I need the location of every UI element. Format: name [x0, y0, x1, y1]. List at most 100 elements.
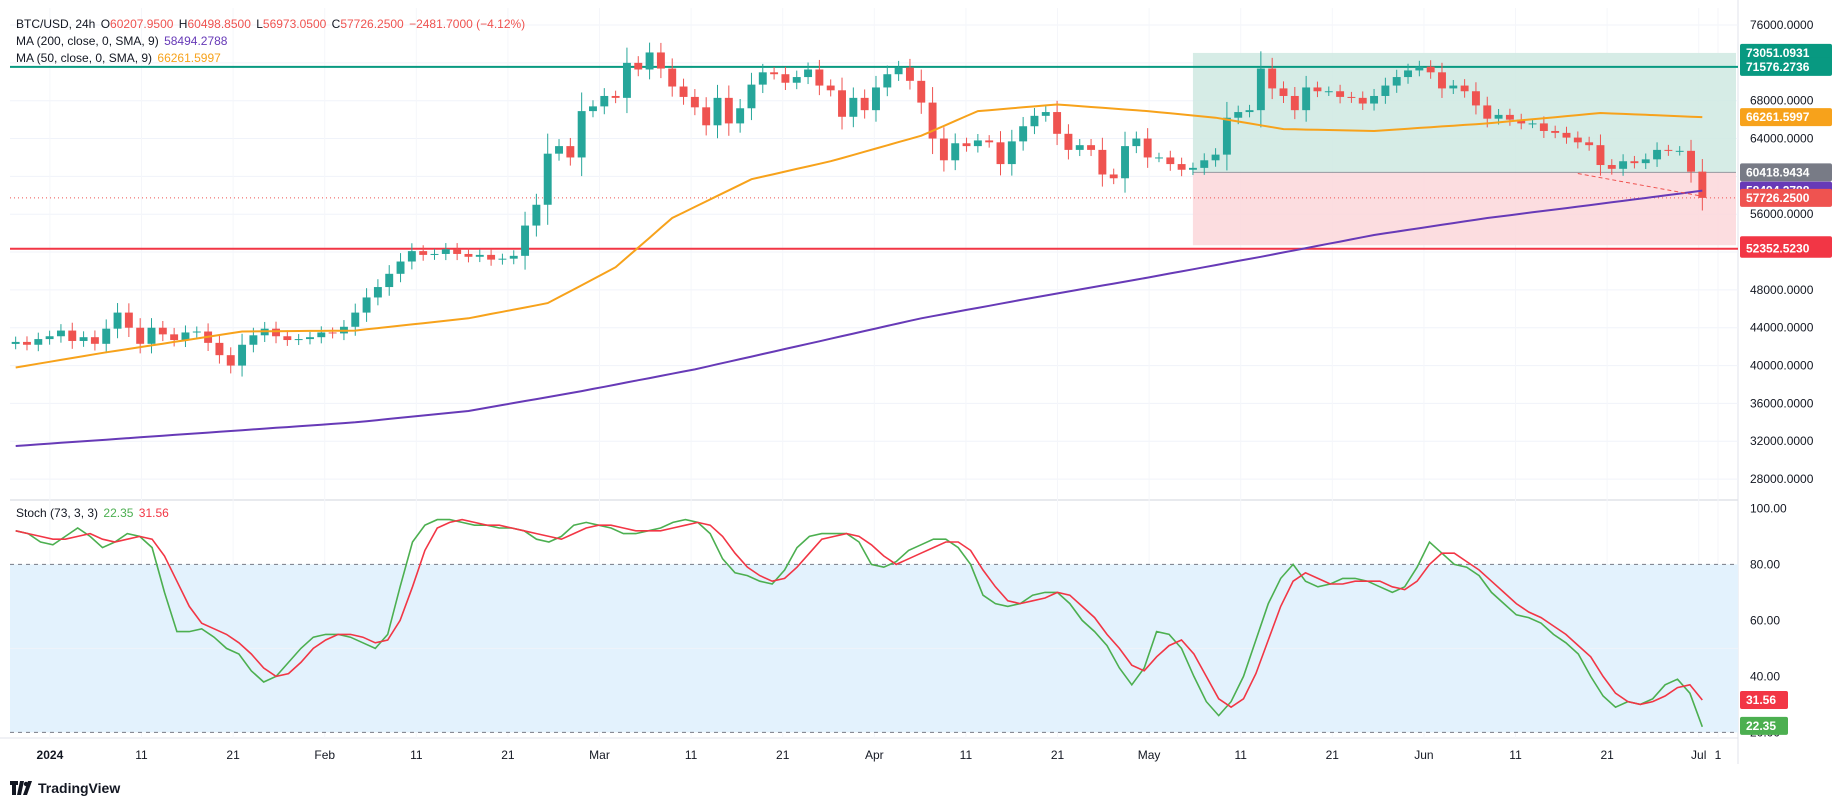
time-tick-label: Jun: [1414, 748, 1433, 762]
price-tick-label: 28000.0000: [1750, 472, 1814, 486]
candle-down: [928, 102, 937, 139]
candle-up: [475, 254, 484, 257]
tradingview-brand[interactable]: TradingView: [10, 780, 120, 796]
candle-down: [962, 143, 971, 147]
candle-down: [611, 95, 620, 98]
time-tick-label: 11: [410, 748, 423, 762]
change-value: −2481.7000 (−4.12%): [409, 17, 526, 31]
stoch-tag-box: [1740, 716, 1788, 735]
candle-down: [487, 254, 496, 260]
ma50-legend[interactable]: MA (50, close, 0, SMA, 9) 66261.5997: [16, 50, 223, 66]
candle-up: [147, 327, 156, 344]
long-position-tool[interactable]: [1192, 52, 1736, 246]
candle-up: [373, 287, 382, 298]
candle-up: [385, 273, 394, 288]
candle-up: [1494, 114, 1503, 119]
candle-up: [181, 332, 190, 341]
price-tag-label: 57726.2500: [1746, 191, 1810, 205]
time-tick-label: Feb: [314, 748, 335, 762]
long-position-loss-zone: [1192, 172, 1736, 246]
candle-down: [1698, 171, 1707, 198]
price-tag-label: 66261.5997: [1746, 110, 1810, 124]
candle-up: [11, 341, 20, 344]
price-tick-label: 40000.0000: [1750, 359, 1814, 373]
candle-up: [56, 330, 65, 337]
candle-down: [215, 342, 224, 356]
candle-up: [736, 108, 745, 124]
candle-up: [192, 331, 201, 333]
stoch-legend[interactable]: Stoch (73, 3, 3) 22.35 31.56: [16, 505, 171, 521]
projection-dashed-line: [1577, 173, 1703, 197]
candle-up: [804, 69, 813, 78]
price-tick-label: 36000.0000: [1750, 396, 1814, 410]
candle-up: [1256, 68, 1265, 111]
candle-up: [1449, 85, 1458, 89]
candle-up: [1075, 145, 1084, 150]
candle-up: [894, 67, 903, 75]
candle-down: [283, 336, 292, 341]
price-tick-label: 48000.0000: [1750, 283, 1814, 297]
time-tick-label: Mar: [589, 748, 610, 762]
candle-up: [509, 255, 518, 259]
candle-up: [317, 332, 326, 338]
candle-up: [1392, 77, 1401, 86]
candle-down: [272, 328, 280, 337]
stoch-tick-label: 40.00: [1750, 669, 1780, 683]
candle-down: [1460, 85, 1469, 92]
candle-down: [328, 332, 337, 334]
tradingview-logo-icon: [10, 781, 32, 795]
candle-down: [939, 138, 948, 161]
candle-up: [577, 111, 586, 158]
time-tick-label: 21: [1600, 748, 1614, 762]
candle-down: [724, 97, 733, 124]
candle-down: [1596, 145, 1605, 166]
candle-down: [838, 90, 846, 117]
price-tick-label: 76000.0000: [1750, 18, 1814, 32]
time-tick-label: Apr: [865, 748, 884, 762]
price-tick-label: 68000.0000: [1750, 94, 1814, 108]
low-label: L: [256, 17, 263, 31]
candle-down: [996, 142, 1005, 165]
stoch-d-value: 31.56: [138, 506, 169, 520]
ma200-legend[interactable]: MA (200, close, 0, SMA, 9) 58494.2788: [16, 33, 229, 49]
candle-up: [973, 140, 982, 147]
ma50-label: MA (50, close, 0, SMA, 9): [16, 51, 153, 65]
candle-down: [656, 52, 665, 69]
time-tick-label: 11: [1234, 748, 1247, 762]
candle-down: [124, 312, 133, 328]
candle-down: [1143, 138, 1152, 158]
candle-down: [68, 330, 77, 341]
moving-average-series: [15, 103, 1703, 447]
horizontal-lines[interactable]: [10, 65, 1738, 250]
candle-down: [1177, 164, 1186, 170]
long-position-profit-zone: [1192, 52, 1736, 173]
candle-down: [1336, 91, 1345, 97]
candle-up: [1211, 154, 1220, 161]
time-tick-label: 21: [776, 748, 790, 762]
time-tick-label: 11: [960, 748, 973, 762]
candle-up: [645, 52, 654, 70]
price-tag-label: 73051.0931: [1746, 46, 1810, 60]
candle-down: [1562, 132, 1571, 138]
open-value: 60207.9500: [110, 17, 174, 31]
stoch-tag-box: [1740, 691, 1788, 710]
candle-up: [1528, 123, 1537, 125]
candle-up: [1007, 141, 1016, 165]
candle-down: [1607, 165, 1616, 169]
ma200-line: [15, 189, 1703, 447]
close-label: C: [331, 17, 341, 31]
time-axis[interactable]: 2024 11 21 Feb 11 21 Mar 11 21 Apr 11 21 May 11 21 Jun 1…: [37, 748, 1722, 762]
candle-up: [792, 77, 801, 83]
time-tick-label: 21: [1326, 748, 1340, 762]
candle-down: [702, 107, 711, 126]
stoch-k-value: 22.35: [103, 506, 134, 520]
candle-up: [1188, 167, 1197, 170]
candle-up: [1222, 117, 1231, 155]
candle-down: [453, 249, 462, 254]
candle-up: [441, 249, 450, 254]
candle-up: [543, 153, 552, 205]
candle-up: [294, 339, 303, 341]
time-tick-label: May: [1138, 748, 1161, 762]
candle-down: [1664, 149, 1673, 151]
